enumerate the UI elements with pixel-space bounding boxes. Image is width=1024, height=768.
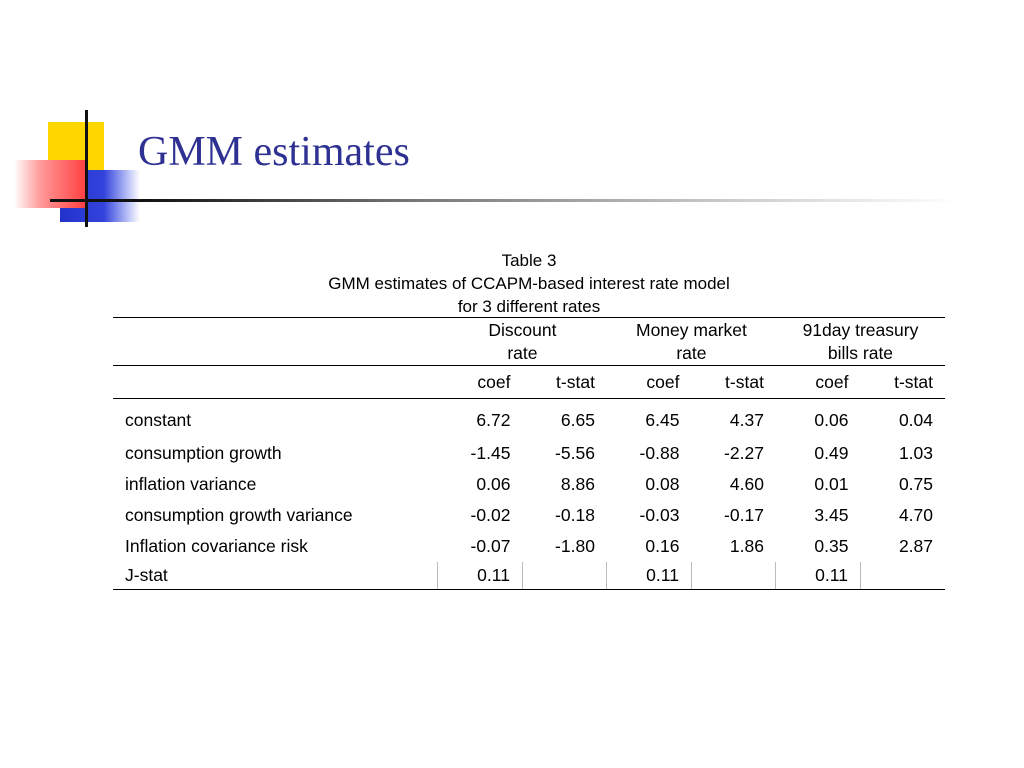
table-cell: -0.02: [470, 505, 511, 525]
row-label: inflation variance: [125, 474, 257, 494]
group-header-line: rate: [507, 342, 538, 363]
subheader-cell: t-stat: [691, 365, 776, 399]
row-label: consumption growth: [125, 443, 282, 463]
table-cell: 6.72: [476, 410, 511, 430]
table-cell: -0.17: [724, 505, 764, 525]
table-cell: 4.60: [729, 474, 764, 494]
slide-title: GMM estimates: [138, 129, 410, 175]
table-cell: -0.03: [639, 505, 680, 525]
table-row: constant 6.72 6.65 6.45 4.37 0.06 0.04: [113, 399, 945, 439]
table-cell: [690, 562, 776, 590]
table-cell: 4.70: [898, 505, 933, 525]
group-header-line: 91day treasury: [802, 319, 919, 340]
table-cell: 0.35: [814, 536, 849, 556]
subheader-cell: t-stat: [522, 365, 607, 399]
table-cell: 1.03: [898, 443, 933, 463]
group-header-line: Discount: [488, 319, 557, 340]
header-blank: [113, 317, 438, 366]
row-label: Inflation covariance risk: [125, 536, 308, 556]
subheader-cell: t-stat: [860, 365, 945, 399]
group-header-line: Money market: [636, 319, 747, 340]
table-cell: -0.07: [470, 536, 511, 556]
table-cell: [859, 562, 945, 590]
table-cell: 6.65: [560, 410, 595, 430]
row-label: J-stat: [113, 562, 438, 590]
table-cell: 0.06: [814, 410, 849, 430]
table-cell: 6.45: [645, 410, 680, 430]
table-cell: 0.16: [645, 536, 680, 556]
table-cell: -1.80: [555, 536, 595, 556]
table-row: inflation variance 0.06 8.86 0.08 4.60 0…: [113, 469, 945, 500]
subheader-cell: coef: [437, 365, 523, 399]
caption-line: for 3 different rates: [457, 297, 601, 316]
table-cell: [521, 562, 607, 590]
table-cell: 0.49: [814, 443, 849, 463]
table-cell: -5.56: [555, 443, 595, 463]
subheader-cell: coef: [606, 365, 692, 399]
table-cell: 8.86: [560, 474, 595, 494]
table-cell: 1.86: [729, 536, 764, 556]
group-header-line: rate: [676, 342, 707, 363]
table-caption: Table 3 GMM estimates of CCAPM-based int…: [113, 249, 945, 318]
table-row: Inflation covariance risk -0.07 -1.80 0.…: [113, 531, 945, 562]
table-cell: 3.45: [814, 505, 849, 525]
table-cell: 4.37: [729, 410, 764, 430]
group-header-discount: Discount rate: [437, 317, 607, 366]
row-label: consumption growth variance: [125, 505, 353, 525]
table-cell: -0.88: [639, 443, 680, 463]
caption-line: GMM estimates of CCAPM-based interest ra…: [328, 274, 730, 293]
table-cell: 2.87: [898, 536, 933, 556]
row-label: constant: [125, 410, 192, 430]
table-cell: 0.08: [645, 474, 680, 494]
decor-vertical-line: [85, 110, 88, 227]
table-row: J-stat 0.11 0.11 0.11: [113, 562, 945, 590]
table-cell: 0.01: [814, 474, 849, 494]
table-row: consumption growth variance -0.02 -0.18 …: [113, 500, 945, 531]
table-cell: 0.11: [775, 562, 861, 590]
table-cell: -0.18: [555, 505, 595, 525]
caption-line: Table 3: [501, 251, 557, 270]
table-cell: 0.11: [606, 562, 692, 590]
table-cell: -1.45: [470, 443, 511, 463]
table-cell: 0.11: [437, 562, 523, 590]
gmm-estimates-table: Discount rate Money market rate 91day tr…: [113, 317, 945, 590]
table-row: consumption growth -1.45 -5.56 -0.88 -2.…: [113, 438, 945, 469]
group-header-treasury: 91day treasury bills rate: [775, 317, 945, 366]
group-header-row: Discount rate Money market rate 91day tr…: [113, 317, 945, 366]
table-cell: 0.75: [898, 474, 933, 494]
table-cell: 0.04: [898, 410, 933, 430]
subheader-cell: coef: [775, 365, 861, 399]
subheader-blank: [113, 365, 438, 399]
table-cell: -2.27: [724, 443, 764, 463]
group-header-money-market: Money market rate: [606, 317, 776, 366]
subheader-row: coef t-stat coef t-stat coef t-stat: [113, 365, 945, 399]
title-underline: [50, 199, 960, 202]
table-cell: 0.06: [476, 474, 511, 494]
group-header-line: bills rate: [827, 342, 894, 363]
